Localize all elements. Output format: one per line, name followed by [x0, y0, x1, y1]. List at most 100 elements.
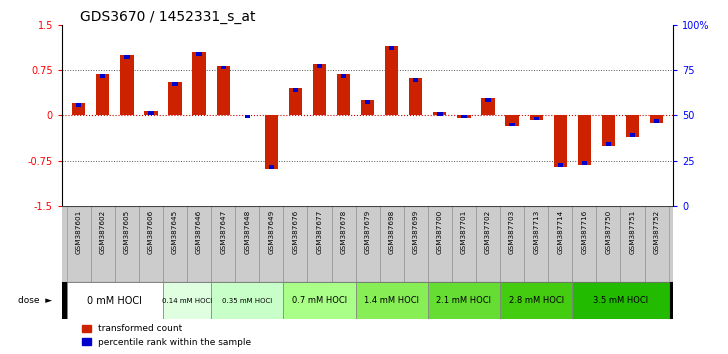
Text: GSM387713: GSM387713: [533, 210, 539, 254]
Bar: [650, 115, 663, 122]
Text: GSM387606: GSM387606: [148, 210, 154, 254]
Bar: [553, 115, 567, 167]
Bar: [283, 206, 307, 282]
Bar: [235, 206, 259, 282]
Bar: [414, 78, 419, 81]
Bar: [283, 282, 355, 319]
Bar: [409, 78, 422, 115]
Bar: [380, 206, 404, 282]
Bar: [404, 206, 428, 282]
Bar: [500, 206, 524, 282]
Text: GSM387751: GSM387751: [630, 210, 636, 254]
Text: GSM387602: GSM387602: [100, 210, 106, 254]
Bar: [572, 282, 668, 319]
Text: GSM387678: GSM387678: [341, 210, 347, 254]
Bar: [578, 115, 591, 165]
Text: 0.14 mM HOCl: 0.14 mM HOCl: [162, 298, 212, 304]
Bar: [187, 206, 211, 282]
Bar: [596, 206, 620, 282]
Bar: [428, 282, 500, 319]
Bar: [149, 111, 154, 115]
Bar: [428, 206, 452, 282]
Bar: [289, 88, 302, 115]
Text: GSM387752: GSM387752: [654, 210, 660, 254]
Bar: [365, 100, 371, 104]
Bar: [317, 64, 322, 68]
Bar: [510, 122, 515, 126]
Bar: [269, 165, 274, 169]
Bar: [654, 119, 659, 122]
Bar: [139, 206, 163, 282]
Bar: [245, 115, 250, 119]
Text: 2.8 mM HOCl: 2.8 mM HOCl: [509, 296, 563, 306]
Bar: [558, 163, 563, 167]
Bar: [72, 103, 85, 115]
Bar: [331, 206, 355, 282]
Text: GSM387679: GSM387679: [365, 210, 371, 254]
Bar: [211, 206, 235, 282]
Bar: [389, 46, 395, 50]
Bar: [216, 66, 230, 115]
Bar: [124, 55, 130, 59]
Bar: [100, 74, 106, 78]
Text: GSM387701: GSM387701: [461, 210, 467, 254]
Text: GSM387714: GSM387714: [557, 210, 563, 254]
Bar: [529, 115, 543, 120]
Bar: [476, 206, 500, 282]
Bar: [163, 206, 187, 282]
Bar: [355, 282, 428, 319]
Bar: [337, 74, 350, 115]
Legend: transformed count, percentile rank within the sample: transformed count, percentile rank withi…: [79, 321, 256, 350]
Bar: [433, 112, 446, 115]
Text: GSM387601: GSM387601: [76, 210, 82, 254]
Bar: [197, 52, 202, 56]
Text: GSM387703: GSM387703: [509, 210, 515, 254]
Bar: [168, 82, 182, 115]
Bar: [582, 161, 587, 165]
Bar: [481, 98, 494, 115]
Bar: [313, 64, 326, 115]
Text: GSM387716: GSM387716: [582, 210, 587, 254]
Bar: [548, 206, 572, 282]
Text: GSM387646: GSM387646: [196, 210, 202, 254]
Text: GSM387698: GSM387698: [389, 210, 395, 254]
Bar: [120, 55, 133, 115]
Bar: [644, 206, 668, 282]
Text: 0 mM HOCl: 0 mM HOCl: [87, 296, 142, 306]
Bar: [221, 66, 226, 69]
Bar: [96, 74, 109, 115]
Bar: [524, 206, 548, 282]
Bar: [192, 52, 206, 115]
Text: 0.7 mM HOCl: 0.7 mM HOCl: [292, 296, 347, 306]
Bar: [67, 206, 91, 282]
Bar: [572, 206, 596, 282]
Bar: [602, 115, 615, 145]
Bar: [361, 100, 374, 115]
Bar: [307, 206, 331, 282]
Bar: [76, 103, 82, 107]
Text: GSM387676: GSM387676: [293, 210, 298, 254]
Bar: [144, 111, 157, 115]
Bar: [163, 282, 211, 319]
Bar: [486, 98, 491, 102]
Text: GSM387648: GSM387648: [245, 210, 250, 254]
Text: 2.1 mM HOCl: 2.1 mM HOCl: [437, 296, 491, 306]
Text: GSM387645: GSM387645: [172, 210, 178, 254]
Bar: [630, 133, 635, 137]
Text: GDS3670 / 1452331_s_at: GDS3670 / 1452331_s_at: [80, 10, 256, 24]
Text: 3.5 mM HOCl: 3.5 mM HOCl: [593, 296, 648, 306]
Bar: [91, 206, 115, 282]
Bar: [626, 115, 639, 137]
Text: GSM387649: GSM387649: [269, 210, 274, 254]
Bar: [293, 88, 298, 92]
Text: GSM387750: GSM387750: [606, 210, 612, 254]
Text: 1.4 mM HOCl: 1.4 mM HOCl: [364, 296, 419, 306]
Bar: [67, 282, 163, 319]
Bar: [259, 206, 283, 282]
Bar: [462, 115, 467, 119]
Bar: [115, 206, 139, 282]
Text: GSM387702: GSM387702: [485, 210, 491, 254]
Bar: [385, 46, 398, 115]
Bar: [606, 142, 611, 145]
Text: dose  ►: dose ►: [18, 296, 52, 306]
